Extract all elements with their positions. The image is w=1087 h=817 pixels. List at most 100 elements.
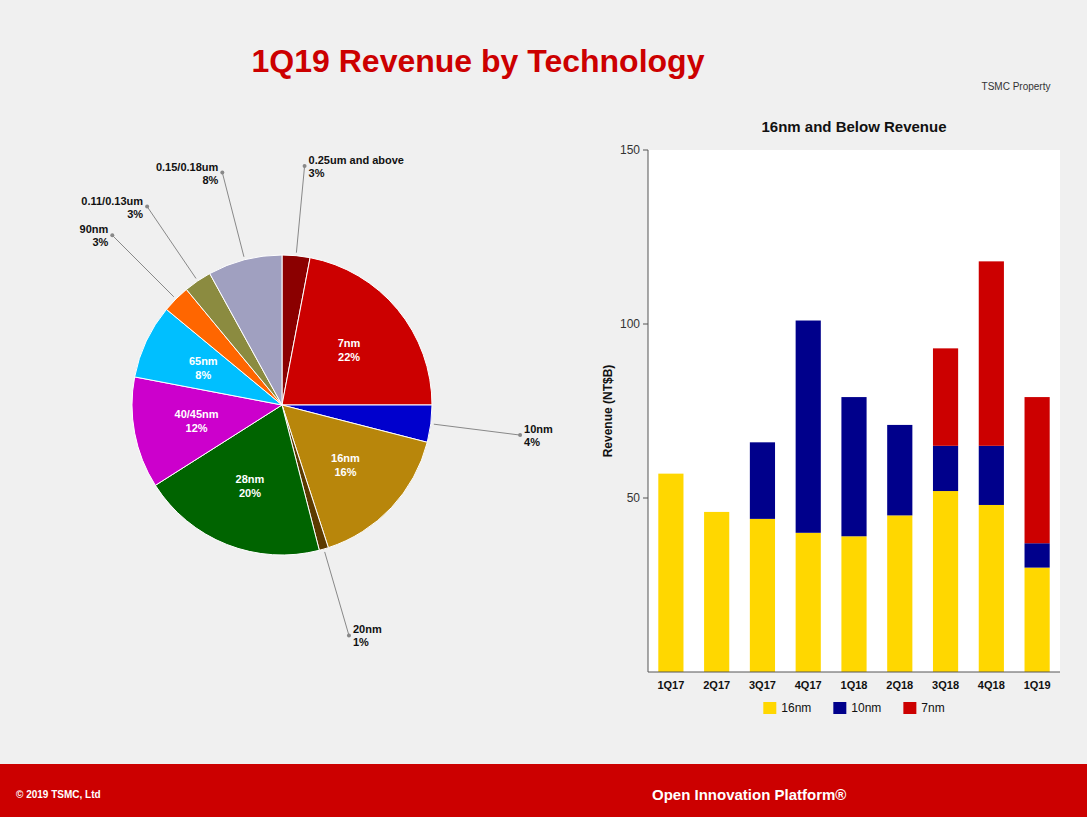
bar-segment <box>841 397 866 398</box>
legend-swatch <box>763 702 776 714</box>
leader-dot <box>145 205 149 209</box>
slice-label: 40/45nm <box>175 408 219 420</box>
background <box>0 0 1087 817</box>
slice-label: 65nm <box>189 355 218 367</box>
slice-value-label: 8% <box>195 369 211 381</box>
bar-segment <box>933 491 958 672</box>
leader-dot <box>110 233 114 237</box>
bar-segment <box>979 446 1004 505</box>
bar-segment <box>887 515 912 672</box>
bar-segment <box>979 261 1004 445</box>
slice-value-label: 4% <box>524 436 540 448</box>
legend-swatch <box>833 702 846 714</box>
bar-segment <box>704 511 729 512</box>
slice-label: 20nm <box>353 623 382 635</box>
bar-segment <box>1025 397 1050 543</box>
leader-dot <box>347 633 351 637</box>
legend-label: 10nm <box>851 701 881 715</box>
slice-label: 16nm <box>331 452 360 464</box>
bar-segment <box>658 473 683 474</box>
x-tick-label: 4Q18 <box>978 679 1005 691</box>
slice-value-label: 1% <box>353 636 369 648</box>
bar-segment <box>933 446 958 491</box>
slice-label: 10nm <box>524 423 553 435</box>
bar-chart: 16nm and Below Revenue 50 100 150 Revenue (N… <box>601 118 1060 715</box>
slice-value-label: 8% <box>202 174 218 186</box>
annotation: TSMC Property <box>982 81 1051 92</box>
slice-value-label: 12% <box>186 422 208 434</box>
bar-segment <box>704 511 729 512</box>
slice-label: 0.25um and above <box>309 154 404 166</box>
bar-segment <box>796 321 821 533</box>
y-tick <box>643 324 648 325</box>
leader-line <box>434 424 520 435</box>
bar-segment <box>658 473 683 474</box>
slice-label: 7nm <box>338 337 361 349</box>
leader-dot <box>303 164 307 168</box>
legend-label: 16nm <box>781 701 811 715</box>
bar-segment <box>750 519 775 672</box>
slice-value-label: 3% <box>92 236 108 248</box>
bar-segment <box>1025 568 1050 672</box>
slice-label: 28nm <box>236 473 265 485</box>
pie-labels: 0.25um and above3%7nm22%10nm4%16nm16%20n… <box>80 154 554 648</box>
x-tick-label: 3Q17 <box>749 679 776 691</box>
x-tick-label: 4Q17 <box>795 679 822 691</box>
bar-segment <box>841 536 866 672</box>
slice-value-label: 3% <box>309 167 325 179</box>
bar-segment <box>704 512 729 672</box>
x-axis-line <box>648 672 1060 673</box>
footer: © 2019 TSMC, Ltd Open Innovation Platform… <box>0 764 1087 817</box>
legend-label: 7nm <box>921 701 944 715</box>
bar-segment <box>658 474 683 672</box>
bar-segment <box>1025 543 1050 567</box>
bars <box>658 261 1049 672</box>
bar-segment <box>887 424 912 425</box>
x-tick-label: 3Q18 <box>932 679 959 691</box>
x-tick-label: 1Q18 <box>841 679 868 691</box>
plot-background <box>648 150 1060 672</box>
pie-slice <box>282 258 432 405</box>
bar-segment <box>979 505 1004 672</box>
footer-text: Open Innovation Platform® <box>652 786 846 803</box>
y-tick-label: 100 <box>620 317 640 331</box>
y-axis-line <box>648 150 649 672</box>
leader-line <box>112 235 174 297</box>
x-tick-label: 1Q19 <box>1024 679 1051 691</box>
x-tick-label: 1Q17 <box>657 679 684 691</box>
slice-label: 90nm <box>80 223 109 235</box>
slice-value-label: 22% <box>338 351 360 363</box>
chart-title: 16nm and Below Revenue <box>761 118 946 135</box>
x-tick-label: 2Q18 <box>886 679 913 691</box>
pie-slices <box>132 255 432 555</box>
slice-label: 0.11/0.13um <box>81 195 143 207</box>
bar-segment <box>841 397 866 536</box>
slice-value-label: 3% <box>127 208 143 220</box>
leader-line <box>325 552 349 636</box>
slice-value-label: 20% <box>239 487 261 499</box>
leader-dot <box>518 433 522 437</box>
bar-segment <box>796 533 821 672</box>
bar-segment <box>887 425 912 515</box>
leader-line <box>222 173 244 257</box>
y-tick <box>643 150 648 151</box>
slice-value-label: 16% <box>334 466 356 478</box>
x-tick-label: 2Q17 <box>703 679 730 691</box>
bar-segment <box>796 320 821 321</box>
slice-label: 0.15/0.18um <box>156 161 219 173</box>
footer-band <box>0 764 1087 817</box>
bar-segment <box>750 442 775 443</box>
legend: 16nm 10nm 7nm <box>763 701 944 715</box>
chart-page: 1Q19 Revenue by Technology 0.25um and abo… <box>0 0 1087 817</box>
bar-segment <box>933 348 958 445</box>
y-tick-label: 150 <box>620 143 640 157</box>
bar-segment <box>750 442 775 519</box>
y-tick-label: 50 <box>627 491 641 505</box>
footer-text: © 2019 TSMC, Ltd <box>16 789 101 800</box>
y-axis-label: Revenue (NT$B) <box>601 365 615 458</box>
chart-title: 1Q19 Revenue by Technology <box>252 43 705 79</box>
y-tick <box>643 498 648 499</box>
leader-line <box>147 207 196 279</box>
leader-dot <box>220 171 224 175</box>
legend-swatch <box>903 702 916 714</box>
